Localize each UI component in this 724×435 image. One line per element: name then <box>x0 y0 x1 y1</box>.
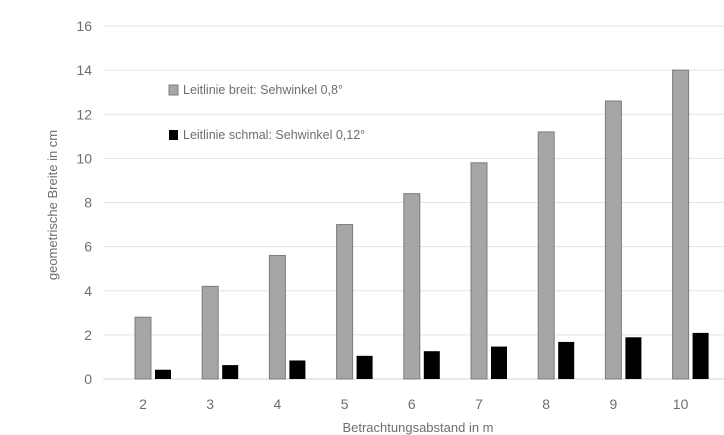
bar-wide <box>201 285 219 380</box>
y-tick-label: 8 <box>84 195 92 211</box>
x-tick-label: 8 <box>542 396 550 412</box>
bar-narrow <box>558 341 575 379</box>
bar-wide <box>336 224 354 380</box>
y-tick-label: 6 <box>84 239 92 255</box>
legend-label-narrow: Leitlinie schmal: Sehwinkel 0,12° <box>183 128 365 142</box>
bar-narrow <box>222 365 239 379</box>
x-tick-label: 9 <box>610 396 618 412</box>
bar-wide <box>604 100 622 380</box>
bar-narrow <box>625 337 642 379</box>
y-tick-label: 2 <box>84 327 92 343</box>
bar-narrow <box>491 346 507 379</box>
bar-narrow <box>692 332 709 379</box>
x-tick-label: 6 <box>408 396 416 412</box>
bar-wide <box>470 162 488 380</box>
legend-swatch-wide <box>168 84 179 96</box>
x-tick-label: 10 <box>673 396 689 412</box>
x-tick-label: 3 <box>206 396 214 412</box>
legend-label-wide: Leitlinie breit: Sehwinkel 0,8° <box>183 83 343 97</box>
y-tick-label: 4 <box>84 283 92 299</box>
y-tick-label: 10 <box>76 150 92 166</box>
x-tick-label: 5 <box>341 396 349 412</box>
bar-narrow <box>289 360 306 379</box>
y-tick-label: 14 <box>76 62 92 78</box>
y-axis-title: geometrische Breite in cm <box>45 130 60 280</box>
x-tick-label: 7 <box>475 396 483 412</box>
y-tick-label: 0 <box>84 371 92 387</box>
bar-narrow <box>423 351 440 379</box>
y-axis-ticks: 0 2 4 6 8 10 12 14 16 <box>76 18 92 387</box>
x-axis-ticks: 2 3 4 5 6 7 8 9 10 <box>139 396 688 412</box>
x-tick-label: 4 <box>274 396 282 412</box>
bar-wide <box>672 69 690 380</box>
y-tick-label: 16 <box>76 18 92 34</box>
x-axis-title: Betrachtungsabstand in m <box>342 420 493 435</box>
bar-wide <box>537 131 555 380</box>
bar-narrow <box>155 369 171 379</box>
bar-wide <box>403 193 421 380</box>
bars <box>134 69 709 380</box>
x-tick-label: 2 <box>139 396 147 412</box>
legend-swatch-narrow <box>169 130 178 140</box>
bar-narrow <box>356 355 373 379</box>
bar-wide <box>268 254 286 380</box>
legend: Leitlinie breit: Sehwinkel 0,8° Leitlini… <box>168 83 365 142</box>
y-tick-label: 12 <box>76 106 92 122</box>
bar-wide <box>134 316 152 380</box>
